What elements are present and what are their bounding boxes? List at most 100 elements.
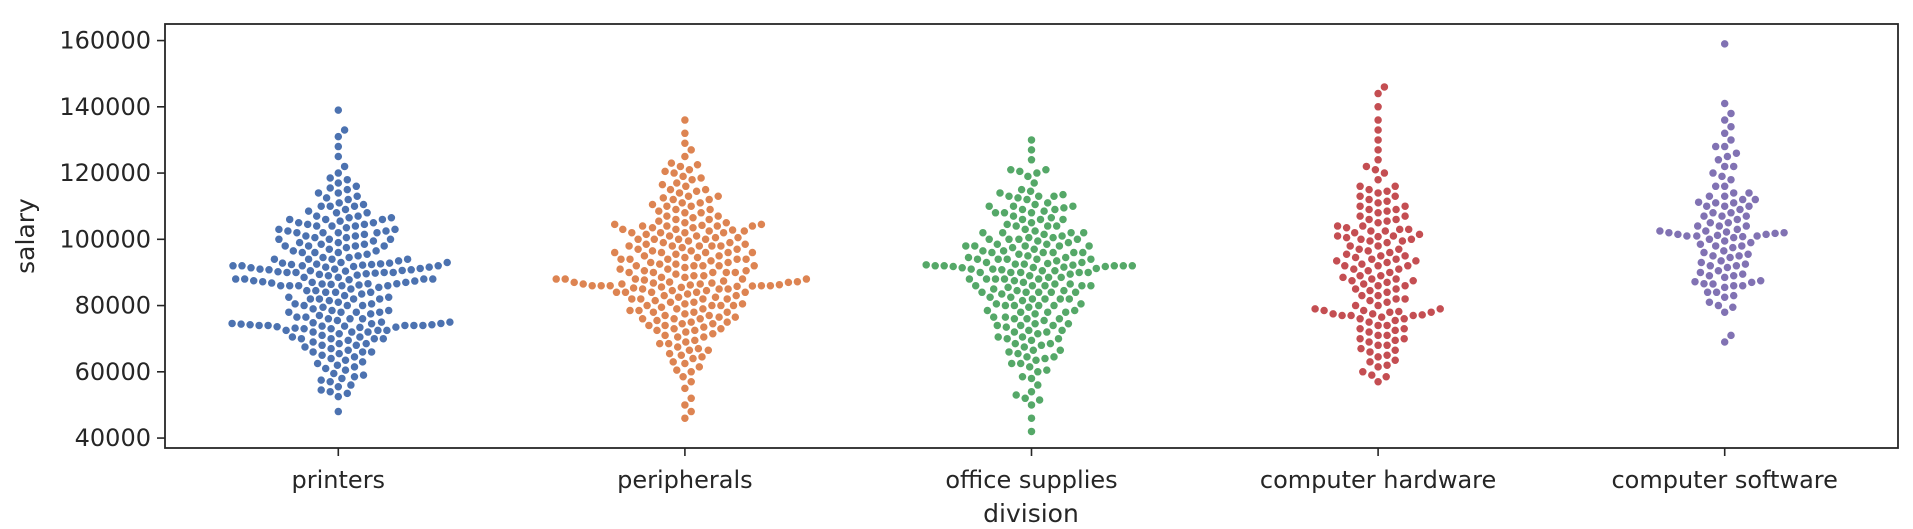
data-point [731, 290, 741, 301]
data-point [1729, 188, 1739, 198]
data-point [1364, 317, 1374, 327]
data-point [696, 173, 706, 183]
data-point [1319, 305, 1329, 316]
data-point [995, 188, 1005, 198]
data-point [662, 211, 672, 221]
data-point [634, 305, 644, 316]
data-point [1720, 337, 1730, 347]
data-point [1010, 259, 1020, 269]
data-point [615, 264, 625, 274]
data-point [1028, 345, 1038, 355]
data-point [1411, 256, 1421, 266]
data-point [285, 214, 295, 225]
data-point [299, 300, 309, 311]
data-point [1728, 242, 1738, 253]
data-point [694, 362, 704, 372]
data-point [1373, 320, 1383, 331]
data-point [1365, 236, 1375, 246]
data-point [351, 307, 361, 317]
data-point [610, 247, 620, 258]
data-point [680, 309, 690, 319]
data-point [1033, 236, 1043, 246]
data-point [681, 327, 691, 337]
data-point [732, 254, 742, 264]
data-point [1020, 393, 1030, 403]
data-point [336, 257, 346, 268]
data-point [656, 282, 667, 292]
data-point [1025, 271, 1035, 281]
data-point [683, 236, 694, 246]
data-point [678, 171, 688, 182]
data-point [672, 178, 682, 188]
data-point [680, 228, 690, 238]
data-point [1382, 340, 1392, 350]
data-point [680, 262, 690, 273]
data-point [1058, 189, 1068, 200]
data-point [655, 228, 666, 238]
data-point [722, 317, 732, 327]
data-point [308, 327, 318, 337]
data-point [285, 281, 295, 291]
data-point [375, 259, 386, 269]
data-point [699, 332, 709, 342]
data-point [358, 199, 369, 210]
data-point [704, 226, 714, 236]
data-point [669, 324, 679, 334]
data-point [359, 239, 370, 249]
data-point [1373, 145, 1383, 155]
data-point [654, 206, 664, 216]
data-point [1341, 223, 1352, 233]
data-point [1397, 236, 1408, 246]
data-point [1350, 284, 1361, 294]
data-point [697, 220, 707, 231]
data-point [749, 261, 759, 271]
data-point [321, 363, 331, 374]
data-point [341, 233, 352, 243]
data-point [1726, 208, 1736, 218]
data-point [1083, 267, 1093, 278]
data-point [357, 347, 368, 357]
data-point [696, 208, 706, 218]
data-point [1391, 294, 1401, 304]
data-point [1708, 208, 1718, 218]
data-point [667, 286, 677, 296]
data-point [1042, 327, 1052, 337]
data-point [1068, 201, 1078, 211]
data-point [303, 206, 314, 216]
data-point [708, 267, 718, 278]
data-point [1704, 271, 1715, 281]
data-point [569, 277, 579, 288]
data-point [1024, 325, 1034, 336]
data-point [1373, 135, 1383, 145]
data-point [730, 267, 740, 278]
data-point [1022, 194, 1032, 205]
data-point [698, 294, 708, 304]
data-point [671, 259, 681, 269]
data-point [741, 254, 751, 264]
data-point [321, 287, 331, 297]
data-point [352, 270, 362, 280]
data-point [1711, 241, 1721, 251]
data-point [658, 193, 668, 203]
data-point [267, 278, 277, 288]
data-point [1361, 161, 1372, 172]
data-point [346, 380, 356, 390]
data-point [317, 350, 327, 360]
data-point [1729, 198, 1739, 208]
data-point [993, 332, 1003, 342]
data-point [1040, 281, 1050, 291]
data-point [1359, 305, 1369, 316]
data-point [1702, 201, 1712, 211]
data-point [1002, 334, 1012, 344]
data-point [1002, 254, 1012, 264]
data-point [316, 375, 326, 385]
data-point [1026, 135, 1037, 145]
x-tick-label: printers [292, 466, 386, 494]
data-point [327, 221, 337, 231]
data-point [324, 234, 334, 244]
data-point [1723, 218, 1733, 228]
data-point [706, 256, 716, 266]
data-point [363, 279, 373, 289]
data-point [1741, 221, 1751, 231]
